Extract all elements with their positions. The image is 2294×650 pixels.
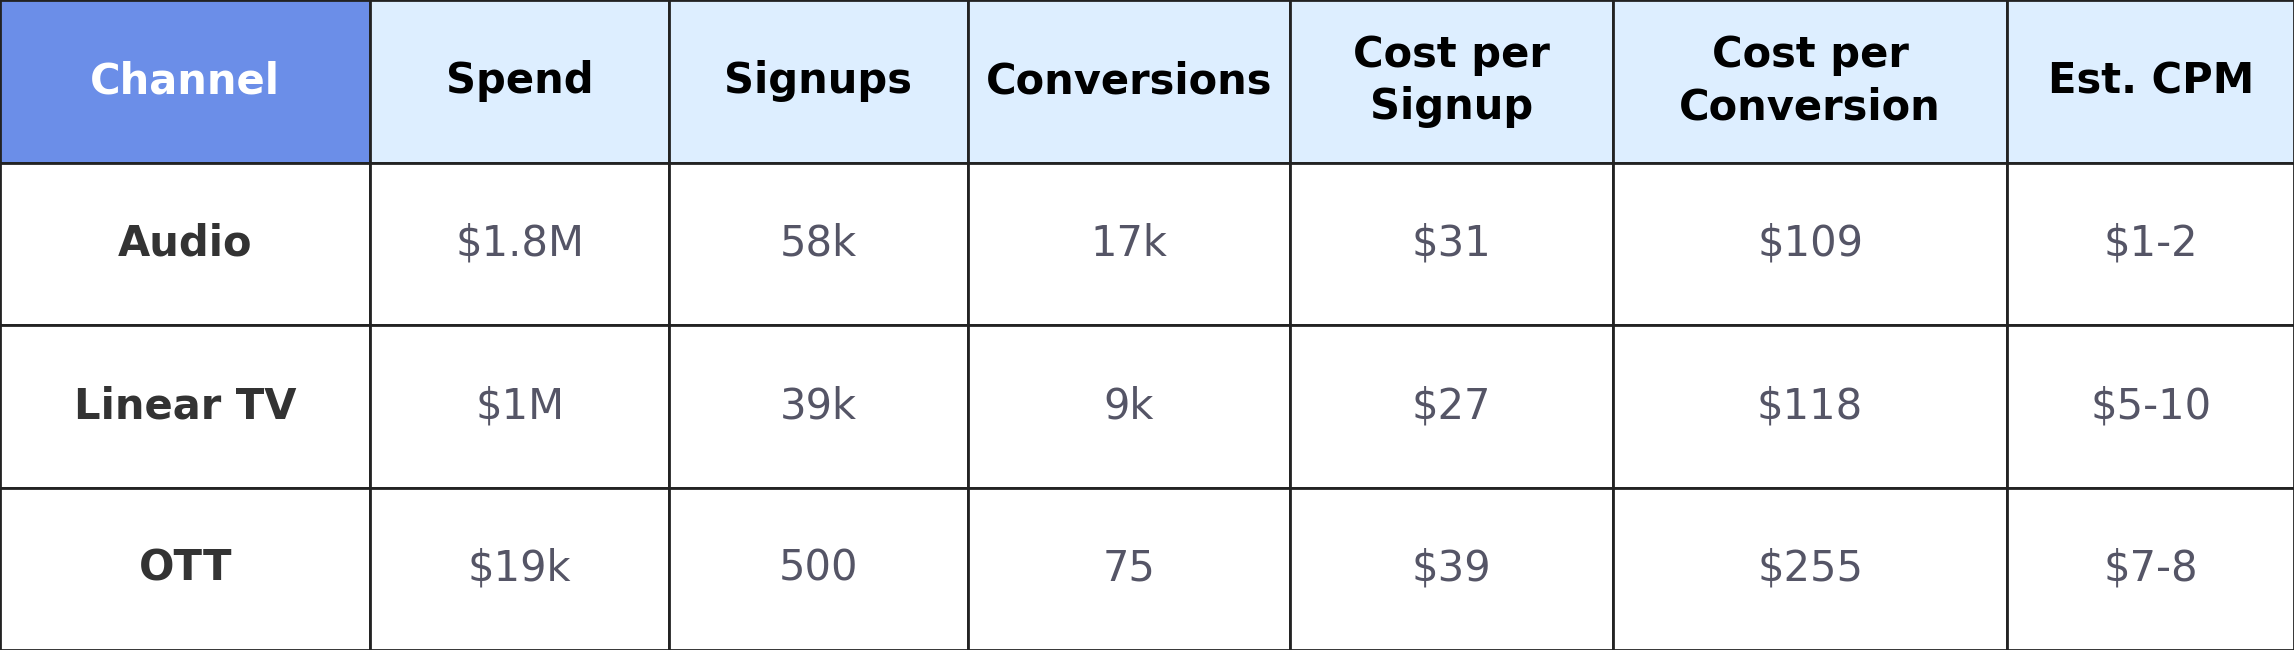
Bar: [0, 0, 369, 162]
Text: $31: $31: [1411, 223, 1491, 265]
Bar: [369, 488, 670, 650]
Text: 9k: 9k: [1103, 385, 1154, 427]
Bar: [968, 488, 1289, 650]
Text: 17k: 17k: [1090, 223, 1168, 265]
Bar: [670, 325, 968, 488]
Text: $19k: $19k: [468, 548, 571, 590]
Text: 500: 500: [778, 548, 858, 590]
Text: Conversions: Conversions: [986, 60, 1273, 102]
Bar: [1613, 162, 2007, 325]
Bar: [0, 325, 369, 488]
Text: $118: $118: [1757, 385, 1863, 427]
Bar: [1289, 325, 1613, 488]
Text: Linear TV: Linear TV: [73, 385, 296, 427]
Text: $1-2: $1-2: [2104, 223, 2198, 265]
Bar: [968, 162, 1289, 325]
Bar: [1613, 488, 2007, 650]
Bar: [369, 162, 670, 325]
Bar: [1289, 0, 1613, 162]
Bar: [369, 0, 670, 162]
Text: $1.8M: $1.8M: [454, 223, 585, 265]
Bar: [0, 488, 369, 650]
Text: Est. CPM: Est. CPM: [2049, 60, 2253, 102]
Bar: [2007, 488, 2294, 650]
Bar: [2007, 325, 2294, 488]
Bar: [1613, 325, 2007, 488]
Text: Spend: Spend: [445, 60, 594, 102]
Text: $109: $109: [1757, 223, 1863, 265]
Text: $1M: $1M: [475, 385, 564, 427]
Text: Channel: Channel: [89, 60, 280, 102]
Text: $27: $27: [1413, 385, 1491, 427]
Bar: [670, 162, 968, 325]
Bar: [369, 325, 670, 488]
Text: 75: 75: [1103, 548, 1156, 590]
Bar: [2007, 0, 2294, 162]
Bar: [968, 325, 1289, 488]
Bar: [670, 0, 968, 162]
Text: 58k: 58k: [780, 223, 858, 265]
Bar: [1289, 488, 1613, 650]
Bar: [2007, 162, 2294, 325]
Bar: [1613, 0, 2007, 162]
Text: 39k: 39k: [780, 385, 858, 427]
Bar: [1289, 162, 1613, 325]
Text: $7-8: $7-8: [2104, 548, 2198, 590]
Text: Signups: Signups: [725, 60, 913, 102]
Bar: [968, 0, 1289, 162]
Text: $255: $255: [1757, 548, 1863, 590]
Text: Audio: Audio: [117, 223, 252, 265]
Text: $5-10: $5-10: [2090, 385, 2211, 427]
Text: $39: $39: [1411, 548, 1491, 590]
Bar: [670, 488, 968, 650]
Text: Cost per
Signup: Cost per Signup: [1353, 34, 1551, 128]
Bar: [0, 162, 369, 325]
Text: Cost per
Conversion: Cost per Conversion: [1679, 34, 1941, 128]
Text: OTT: OTT: [138, 548, 232, 590]
